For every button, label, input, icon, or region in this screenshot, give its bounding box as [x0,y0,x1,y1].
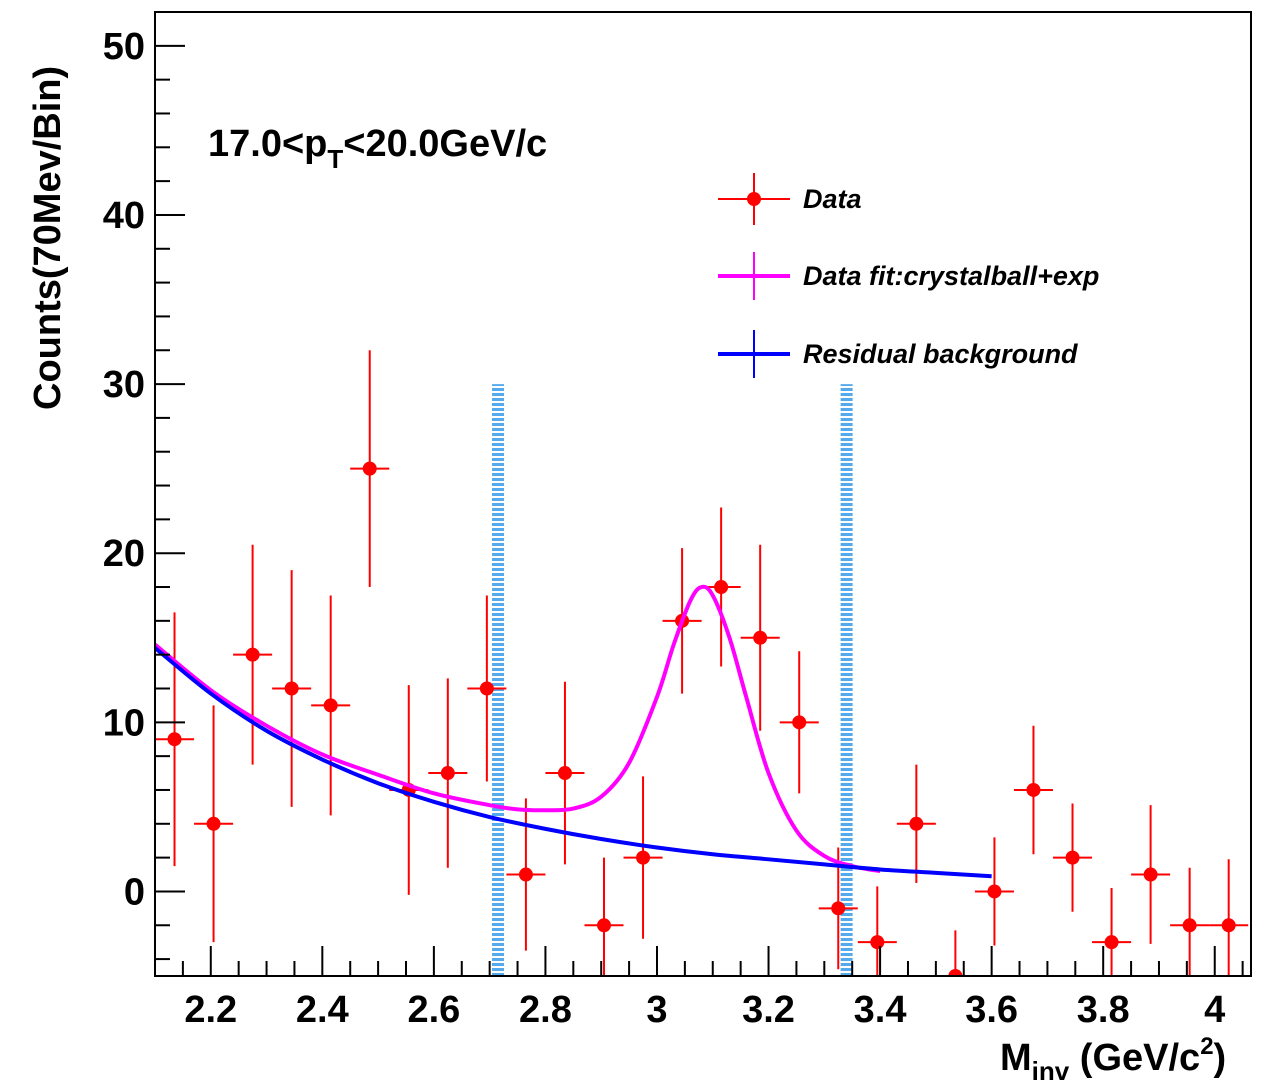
legend-label-background: Residual background [803,339,1078,369]
y-tick-label-1: 0 [124,871,145,913]
legend-data-marker [747,192,761,206]
x-tick-label-1: 2.2 [184,989,237,1031]
data-marker-19 [870,935,885,950]
y-tick-label-3: 20 [103,533,145,575]
data-point-16 [740,544,780,731]
x-axis-title: Minv (GeV/c2) [1000,1033,1226,1083]
data-marker-18 [831,901,846,916]
data-point-3 [233,544,273,765]
fit-curve [155,584,881,874]
x-tick-label-8: 3.6 [965,989,1018,1031]
data-point-19 [857,886,897,976]
data-marker-21 [948,969,963,976]
x-tick-label-3: 2.6 [407,989,460,1031]
data-point-18 [818,847,858,970]
data-point-1 [155,612,195,867]
data-marker-28 [1221,918,1236,933]
data-point-13 [623,776,663,939]
data-marker-5 [323,698,338,713]
data-marker-23 [1026,782,1041,797]
data-point-21 [935,930,975,976]
y-axis-title: Counts(70Mev/Bin) [27,66,69,410]
x-tick-label-4: 2.8 [519,989,572,1031]
x-tick-label-5: 3 [646,989,667,1031]
legend-label-fit: Data fit:crystalball+exp [803,261,1099,291]
pt-range-annotation: 17.0<pT<20.0GeV/c [208,123,547,174]
x-tick-label-9: 3.8 [1077,989,1130,1031]
x-tick-label-2: 2.4 [296,989,349,1031]
data-marker-2 [206,816,221,831]
data-marker-13 [636,850,651,865]
plot-content [155,350,1249,976]
data-marker-11 [557,766,572,781]
x-tick-label-10: 4 [1204,989,1225,1031]
data-marker-10 [518,867,533,882]
x-tick-label-7: 3.4 [854,989,907,1031]
data-point-4 [272,570,312,807]
data-marker-1 [167,732,182,747]
data-marker-25 [1104,935,1119,950]
data-point-28 [1209,859,1249,976]
data-marker-24 [1065,850,1080,865]
data-point-12 [584,857,624,976]
data-point-22 [974,837,1014,946]
data-marker-20 [909,816,924,831]
data-point-27 [1170,867,1210,976]
data-marker-9 [479,681,494,696]
plot-area [155,350,1249,976]
data-marker-22 [987,884,1002,899]
y-tick-label-5: 40 [103,195,145,237]
data-point-25 [1092,888,1132,976]
y-tick-label-6: 50 [103,26,145,68]
x-tick-label-6: 3.2 [742,989,795,1031]
data-marker-26 [1143,867,1158,882]
data-point-6 [350,350,390,588]
data-marker-17 [792,715,807,730]
data-point-5 [311,595,351,816]
data-marker-27 [1182,918,1197,933]
data-point-26 [1131,805,1171,944]
data-point-17 [779,651,819,794]
data-marker-4 [284,681,299,696]
legend-entry-background: Residual background [718,330,1078,378]
data-marker-12 [596,918,611,933]
data-marker-15 [714,580,729,595]
data-point-20 [896,764,936,883]
data-point-8 [428,678,468,868]
plot-frame [154,11,1252,977]
background-curve [155,646,992,879]
data-point-9 [467,595,507,782]
legend-entry-data: Data [718,173,862,225]
legend-entry-fit: Data fit:crystalball+exp [718,252,1099,300]
data-marker-8 [440,766,455,781]
data-marker-6 [362,461,377,476]
data-point-23 [1013,725,1053,855]
data-point-24 [1052,803,1093,912]
data-point-2 [194,705,234,943]
legend: Data Data fit:crystalball+exp Residual b… [718,173,1099,378]
y-tick-label-2: 10 [103,702,145,744]
data-marker-3 [245,647,260,662]
y-tick-label-4: 30 [103,364,145,406]
data-marker-16 [753,630,768,645]
legend-label-data: Data [803,184,862,214]
